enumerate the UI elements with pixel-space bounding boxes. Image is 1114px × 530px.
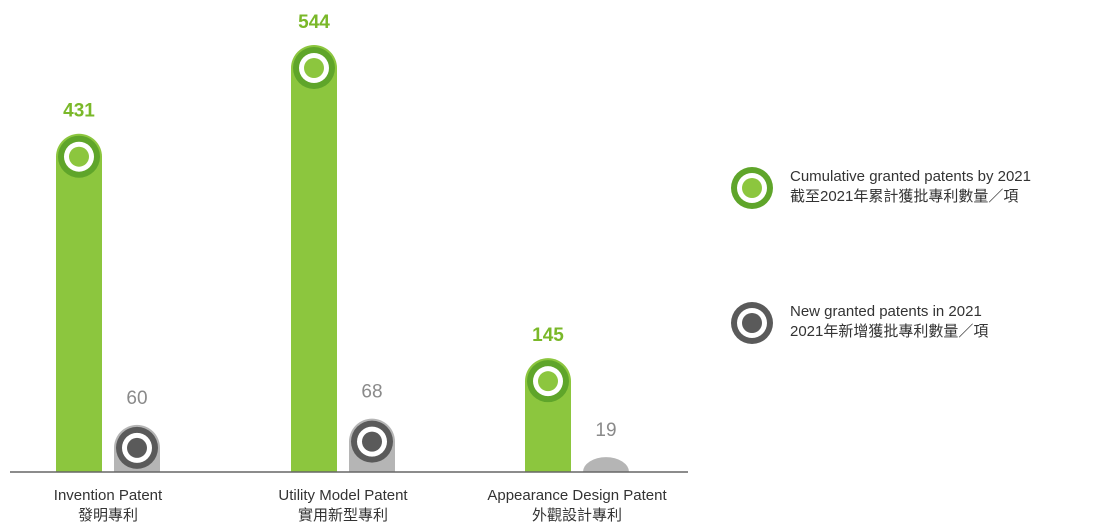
bar-knob bbox=[538, 371, 558, 392]
bar-knob bbox=[304, 58, 324, 78]
x-tick-label: Appearance Design Patent bbox=[487, 487, 667, 504]
x-tick-label: Invention Patent bbox=[54, 487, 163, 504]
bar bbox=[583, 457, 629, 472]
bar bbox=[291, 45, 337, 472]
value-label: 19 bbox=[595, 420, 616, 441]
x-tick-label: 發明專利 bbox=[78, 507, 138, 524]
value-label: 60 bbox=[126, 388, 147, 409]
legend-icon bbox=[742, 313, 762, 333]
legend-label: 截至2021年累計獲批專利數量／項 bbox=[790, 188, 1018, 205]
x-tick-label: 實用新型專利 bbox=[298, 506, 388, 524]
value-label: 431 bbox=[63, 101, 95, 122]
bar bbox=[56, 133, 102, 472]
x-tick-label: 外觀設計專利 bbox=[532, 507, 622, 524]
legend-label: 2021年新增獲批專利數量／項 bbox=[790, 323, 988, 340]
bar-knob bbox=[362, 431, 382, 452]
legend-label: Cumulative granted patents by 2021 bbox=[790, 168, 1031, 185]
value-label: 145 bbox=[532, 325, 564, 346]
bar-knob bbox=[127, 437, 147, 458]
value-label: 68 bbox=[361, 382, 382, 403]
legend-label: New granted patents in 2021 bbox=[790, 303, 982, 320]
x-tick-label: Utility Model Patent bbox=[278, 487, 408, 504]
bar-knob bbox=[69, 146, 89, 167]
value-label: 544 bbox=[298, 12, 330, 33]
legend-icon bbox=[742, 178, 762, 198]
